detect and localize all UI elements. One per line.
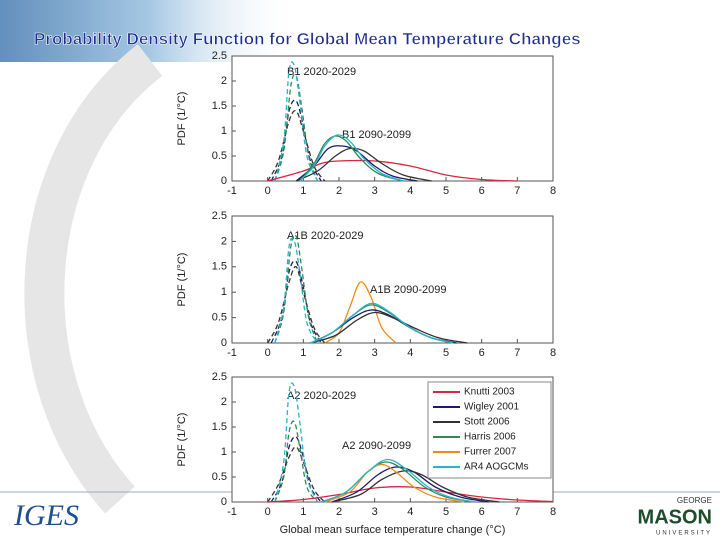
- annotation: A1B 2020-2029: [287, 230, 363, 242]
- x-tick-label: 6: [479, 185, 485, 197]
- annotation: B1 2090-2099: [342, 129, 411, 141]
- plot-frame: [231, 215, 554, 344]
- x-tick-label: 6: [479, 347, 485, 359]
- x-tick-label: 0: [265, 506, 271, 518]
- legend-label: Furrer 2007: [464, 447, 517, 458]
- x-tick-label: 7: [514, 347, 520, 359]
- y-tick-label: 0.5: [212, 471, 227, 483]
- background-swoosh: [24, 44, 163, 514]
- pdf-curve: [274, 234, 319, 344]
- x-tick-label: 8: [550, 185, 556, 197]
- y-tick-label: 1: [221, 125, 227, 137]
- pdf-curve: [274, 61, 319, 182]
- legend-label: AR4 AOGCMs: [464, 462, 528, 473]
- y-tick-label: 2: [221, 75, 227, 87]
- legend-box: [427, 381, 552, 479]
- y-tick-label: 0: [221, 496, 227, 508]
- x-tick-label: 5: [443, 506, 449, 518]
- pdf-curve: [267, 486, 554, 503]
- pdf-curve: [267, 446, 326, 503]
- annotation: A2 2020-2029: [287, 390, 356, 402]
- x-tick-label: 3: [372, 347, 378, 359]
- pdf-curve: [274, 237, 319, 344]
- slide-title: Probability Density Function for Global …: [34, 29, 581, 48]
- legend-label: Wigley 2001: [464, 402, 519, 413]
- gmu-logo-bottom: UNIVERSITY: [656, 531, 712, 537]
- gmu-logo-top: GEORGE: [677, 496, 712, 505]
- pdf-curve: [324, 463, 464, 503]
- x-tick-label: 1: [300, 185, 306, 197]
- y-tick-label: 1.5: [212, 261, 227, 273]
- y-tick-label: 1.5: [212, 421, 227, 433]
- y-tick-label: 2.5: [212, 210, 227, 222]
- x-tick-label: 3: [372, 185, 378, 197]
- pdf-curve: [274, 420, 319, 503]
- pdf-curve: [299, 135, 404, 182]
- x-axis-label: Global mean surface temperature change (…: [280, 524, 506, 536]
- x-tick-label: 3: [372, 506, 378, 518]
- y-tick-label: 2.5: [212, 50, 227, 62]
- x-tick-label: 8: [550, 506, 556, 518]
- x-tick-label: 0: [265, 347, 271, 359]
- y-axis-label: PDF (1/°C): [176, 253, 188, 307]
- x-tick-label: -1: [227, 506, 237, 518]
- y-tick-label: 0.5: [212, 312, 227, 324]
- x-tick-label: 1: [300, 506, 306, 518]
- x-tick-label: 2: [336, 185, 342, 197]
- x-tick-label: 7: [514, 185, 520, 197]
- pdf-curve: [299, 134, 404, 182]
- x-tick-label: 6: [479, 506, 485, 518]
- plot-frame: [231, 55, 554, 182]
- pdf-curve: [331, 470, 500, 503]
- pdf-curve: [310, 311, 468, 344]
- x-tick-label: 7: [514, 506, 520, 518]
- y-tick-label: 0: [221, 175, 227, 187]
- x-tick-label: 2: [336, 506, 342, 518]
- x-tick-label: 5: [443, 185, 449, 197]
- x-tick-label: 4: [407, 185, 413, 197]
- annotation: A1B 2090-2099: [370, 284, 446, 296]
- header-band: [0, 0, 300, 62]
- y-axis-label: PDF (1/°C): [176, 413, 188, 467]
- x-tick-label: 4: [407, 506, 413, 518]
- gmu-logo: MASON: [638, 506, 712, 528]
- annotation: A2 2090-2099: [342, 440, 411, 452]
- x-tick-label: 8: [550, 347, 556, 359]
- x-tick-label: -1: [227, 347, 237, 359]
- x-tick-label: -1: [227, 185, 237, 197]
- pdf-curve: [274, 73, 319, 182]
- y-tick-label: 0.5: [212, 150, 227, 162]
- x-tick-label: 5: [443, 347, 449, 359]
- pdf-curve: [320, 458, 475, 503]
- x-tick-label: 0: [265, 185, 271, 197]
- legend-label: Stott 2006: [464, 417, 510, 428]
- y-axis-label: PDF (1/°C): [176, 92, 188, 146]
- pdf-curve: [270, 99, 322, 182]
- x-tick-label: 4: [407, 347, 413, 359]
- legend-label: Knutti 2003: [464, 387, 515, 398]
- y-tick-label: 1: [221, 286, 227, 298]
- pdf-curve: [274, 382, 319, 503]
- y-tick-label: 2.5: [212, 371, 227, 383]
- y-tick-label: 0: [221, 337, 227, 349]
- y-tick-label: 2: [221, 396, 227, 408]
- x-tick-label: 1: [300, 347, 306, 359]
- iges-logo: IGES: [13, 499, 79, 532]
- pdf-curve: [267, 265, 326, 344]
- y-tick-label: 1: [221, 446, 227, 458]
- annotation: B1 2020-2029: [287, 66, 356, 78]
- y-tick-label: 2: [221, 235, 227, 247]
- pdf-curve: [310, 302, 454, 344]
- x-tick-label: 2: [336, 347, 342, 359]
- y-tick-label: 1.5: [212, 100, 227, 112]
- legend-label: Harris 2006: [464, 432, 516, 443]
